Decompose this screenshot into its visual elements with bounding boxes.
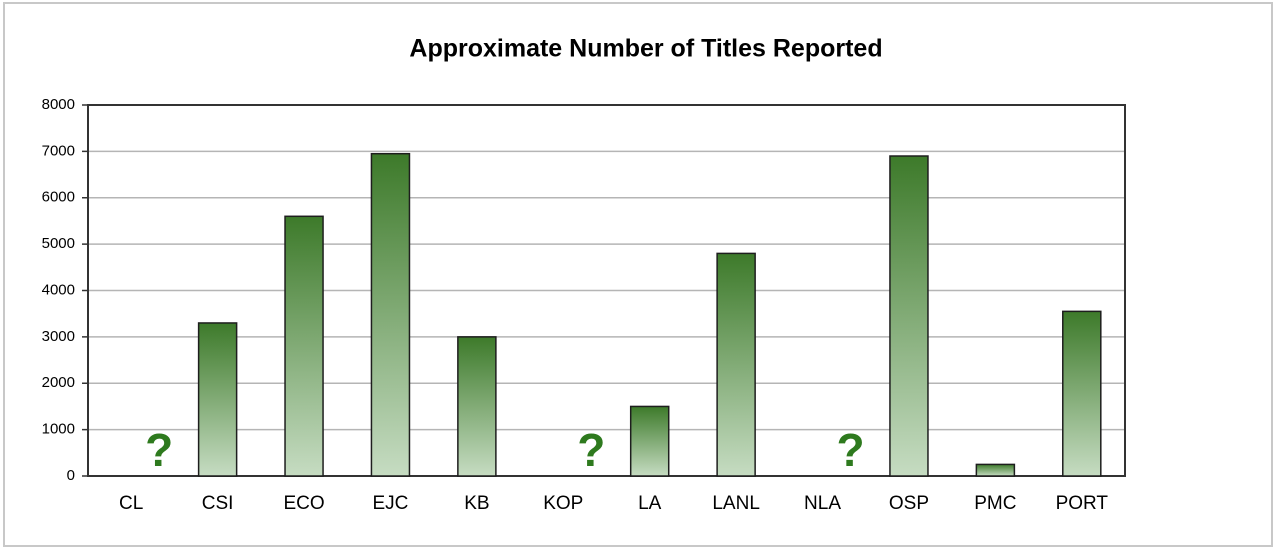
y-tick-label: 2000: [42, 374, 75, 391]
plot-border: [87, 104, 1126, 477]
y-tick-label: 3000: [42, 328, 75, 345]
annotation: ?: [145, 424, 173, 476]
bar: [1062, 310, 1102, 477]
x-tick-label: ECO: [283, 493, 324, 514]
y-tick-label: 6000: [42, 189, 75, 206]
bar: [370, 152, 411, 477]
y-tick-label: 4000: [42, 281, 75, 298]
x-tick-label: CL: [119, 493, 143, 514]
y-tick-label: 0: [67, 467, 75, 484]
y-tick-label: 5000: [42, 235, 75, 252]
y-tick-label: 1000: [42, 421, 75, 438]
x-tick-label: LANL: [712, 493, 760, 514]
y-tick-label: 8000: [42, 96, 75, 113]
x-tick-label: EJC: [373, 493, 409, 514]
x-tick-label: PMC: [974, 493, 1016, 514]
x-tick-label: PORT: [1056, 493, 1109, 514]
bar: [716, 252, 756, 477]
y-tick-label: 7000: [42, 142, 75, 159]
chart-title: Approximate Number of Titles Reported: [409, 35, 882, 63]
bar: [284, 215, 324, 477]
x-tick-label: KOP: [543, 493, 583, 514]
bar: [889, 155, 929, 477]
annotation: ?: [836, 424, 864, 476]
x-tick-label: OSP: [889, 493, 929, 514]
annotation: ?: [577, 424, 605, 476]
x-tick-label: CSI: [202, 493, 234, 514]
bar: [457, 336, 497, 477]
x-tick-label: KB: [464, 493, 489, 514]
x-tick-label: LA: [638, 493, 662, 514]
bar: [197, 322, 238, 477]
bar: [975, 463, 1016, 477]
x-tick-label: NLA: [804, 493, 841, 514]
bar: [629, 405, 670, 477]
